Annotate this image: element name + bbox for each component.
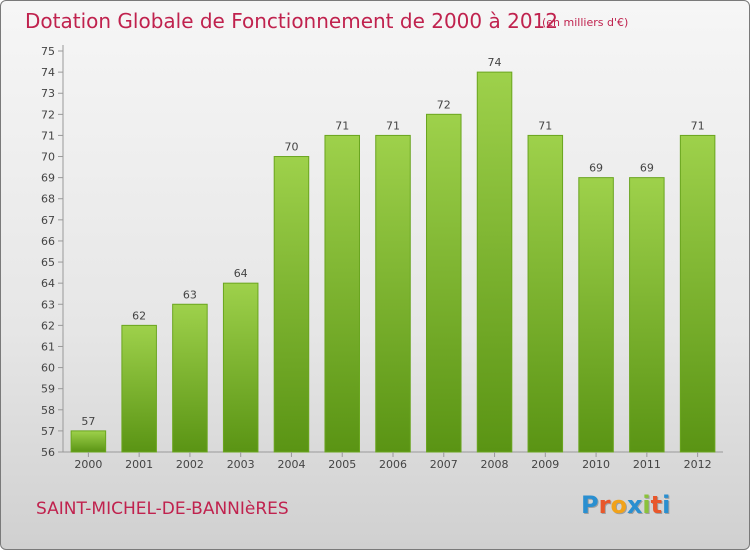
y-tick-label: 66 <box>41 235 55 248</box>
bar-value-label: 57 <box>81 415 95 428</box>
y-tick-label: 74 <box>41 66 55 79</box>
y-tick-label: 57 <box>41 425 55 438</box>
bar <box>578 177 614 453</box>
logo-letter: P <box>581 491 599 519</box>
bar-value-label: 72 <box>437 98 451 111</box>
logo-letter: o <box>610 491 627 519</box>
x-tick-label: 2009 <box>531 458 559 471</box>
bar-value-label: 62 <box>132 309 146 322</box>
y-tick-label: 70 <box>41 151 55 164</box>
y-tick-label: 63 <box>41 298 55 311</box>
y-tick-label: 72 <box>41 108 55 121</box>
y-tick-label: 75 <box>41 45 55 58</box>
y-tick-label: 56 <box>41 446 55 459</box>
bar-value-label: 71 <box>386 119 400 132</box>
logo-letter: t <box>650 491 663 519</box>
bar-value-label: 71 <box>691 119 705 132</box>
bar-value-label: 63 <box>183 288 197 301</box>
x-tick-label: 2012 <box>684 458 712 471</box>
y-tick-label: 64 <box>41 277 55 290</box>
chart-title: Dotation Globale de Fonctionnement de 20… <box>25 9 558 33</box>
x-tick-label: 2008 <box>481 458 509 471</box>
bar-value-label: 74 <box>488 56 502 69</box>
bar <box>222 282 259 453</box>
logo-letter: r <box>598 491 611 519</box>
x-tick-label: 2010 <box>582 458 610 471</box>
bar-value-label: 71 <box>538 119 552 132</box>
y-tick-label: 71 <box>41 129 55 142</box>
proxiti-logo[interactable]: Proxiti <box>581 491 670 519</box>
x-tick-label: 2003 <box>227 458 255 471</box>
y-tick-label: 69 <box>41 172 55 185</box>
bar-value-label: 71 <box>335 119 349 132</box>
bar-value-label: 69 <box>589 162 603 175</box>
y-tick-label: 67 <box>41 214 55 227</box>
bar <box>121 324 157 453</box>
bar <box>172 303 208 453</box>
bar <box>273 156 310 453</box>
x-tick-label: 2005 <box>328 458 356 471</box>
bar-value-label: 64 <box>234 267 248 280</box>
y-tick-label: 59 <box>41 383 55 396</box>
bar <box>679 134 716 453</box>
y-tick-label: 58 <box>41 404 55 417</box>
y-tick-label: 73 <box>41 87 55 100</box>
chart-subtitle: (en milliers d'€) <box>542 16 629 29</box>
commune-name: SAINT-MICHEL-DE-BANNIèRES <box>36 499 289 519</box>
x-tick-label: 2004 <box>277 458 305 471</box>
bar <box>476 71 513 453</box>
y-tick-label: 68 <box>41 193 55 206</box>
x-tick-label: 2007 <box>430 458 458 471</box>
bar-value-label: 70 <box>284 141 298 154</box>
bar <box>70 430 107 453</box>
bar <box>375 134 411 453</box>
bar <box>629 177 665 453</box>
logo-letter: i <box>642 491 651 519</box>
x-tick-label: 2011 <box>633 458 661 471</box>
y-tick-label: 61 <box>41 340 55 353</box>
bar <box>527 134 564 453</box>
x-tick-label: 2000 <box>74 458 102 471</box>
bar <box>426 113 462 453</box>
y-tick-label: 60 <box>41 362 55 375</box>
x-tick-label: 2001 <box>125 458 153 471</box>
logo-letter: x <box>626 491 643 519</box>
x-tick-label: 2002 <box>176 458 204 471</box>
bar <box>324 134 360 453</box>
logo-letter: i <box>662 491 671 519</box>
x-tick-label: 2006 <box>379 458 407 471</box>
y-tick-label: 65 <box>41 256 55 269</box>
bar-value-label: 69 <box>640 162 654 175</box>
y-tick-label: 62 <box>41 319 55 332</box>
